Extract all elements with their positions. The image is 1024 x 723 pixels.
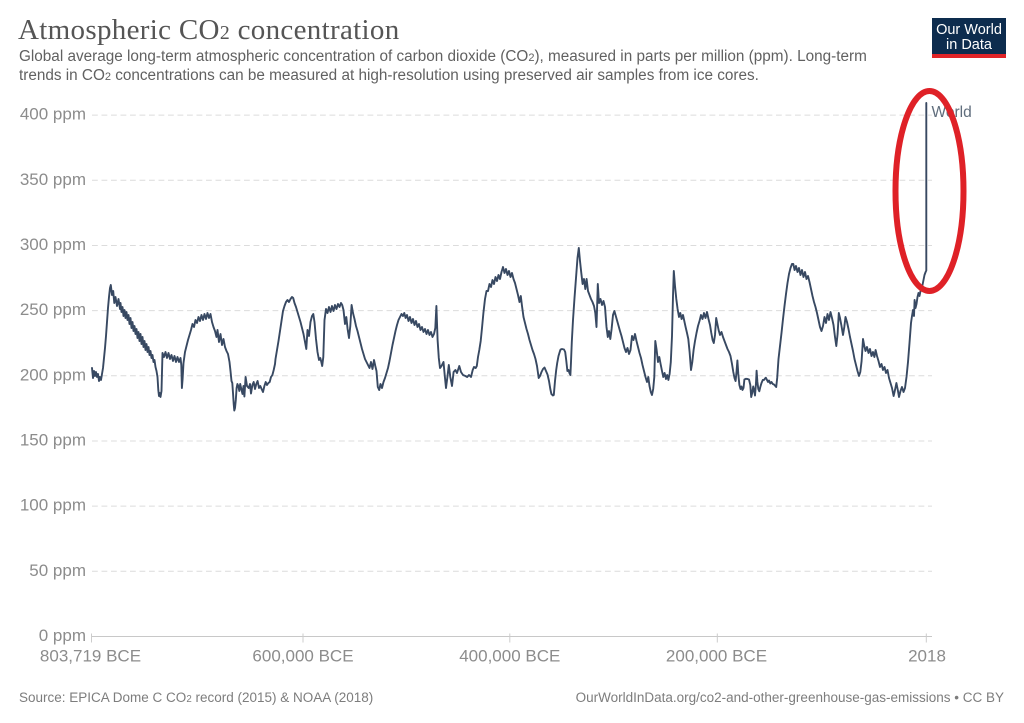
svg-text:2018: 2018 — [908, 647, 946, 666]
svg-text:350 ppm: 350 ppm — [20, 170, 86, 189]
svg-text:0 ppm: 0 ppm — [39, 626, 86, 645]
svg-text:200 ppm: 200 ppm — [20, 365, 86, 384]
svg-text:400 ppm: 400 ppm — [20, 105, 86, 124]
svg-text:200,000 BCE: 200,000 BCE — [666, 647, 767, 666]
svg-text:300 ppm: 300 ppm — [20, 235, 86, 254]
svg-text:400,000 BCE: 400,000 BCE — [459, 647, 560, 666]
svg-text:250 ppm: 250 ppm — [20, 300, 86, 319]
svg-text:600,000 BCE: 600,000 BCE — [252, 647, 353, 666]
svg-text:100 ppm: 100 ppm — [20, 496, 86, 515]
svg-text:803,719 BCE: 803,719 BCE — [40, 647, 141, 666]
svg-text:150 ppm: 150 ppm — [20, 431, 86, 450]
svg-text:50 ppm: 50 ppm — [29, 561, 86, 580]
